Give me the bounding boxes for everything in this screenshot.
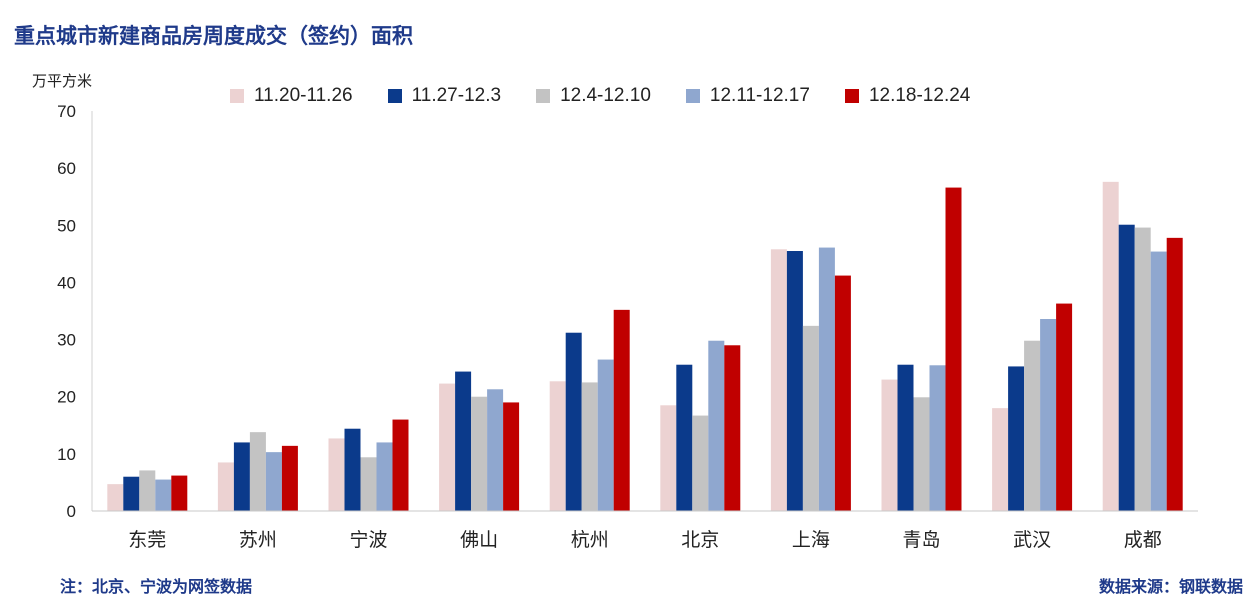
bar [328,438,345,511]
bar [692,415,709,511]
bar [1008,366,1025,511]
bar [834,275,851,511]
bar [217,462,234,511]
chart-legend: 11.20-11.26 11.27-12.3 12.4-12.10 12.11-12.… [230,84,1005,108]
bar [818,247,835,512]
legend-item: 12.11-12.17 [685,85,810,107]
bar [376,442,393,511]
legend-item: 12.18-12.24 [844,85,971,107]
x-tick-label: 杭州 [571,529,609,551]
y-tick-label: 20 [57,388,76,407]
bar [597,359,614,511]
y-tick-label: 40 [57,273,76,292]
bar [929,365,946,511]
bar [123,476,140,511]
bar [107,484,124,511]
data-source: 数据来源：钢联数据 [1098,577,1243,596]
bar [249,432,266,511]
y-axis-unit-label: 万平方米 [32,72,93,90]
bar [1166,237,1183,511]
bar [471,396,488,511]
bar [565,332,582,511]
y-tick-label: 70 [57,102,76,121]
bar [708,340,725,511]
footnote: 注：北京、宁波为网签数据 [60,577,253,596]
bar [549,381,566,511]
legend-swatch [536,89,551,103]
bar [1056,303,1073,511]
bar [945,187,962,512]
bar [881,379,898,511]
bar [613,309,630,511]
bar [897,364,914,511]
bar [1024,340,1041,511]
legend-item: 11.20-11.26 [230,85,353,107]
x-tick-label: 上海 [792,529,830,551]
bar [344,428,361,511]
legend-label: 12.11-12.17 [709,85,810,106]
y-tick-label: 60 [57,159,76,178]
bar [786,251,803,511]
bar [233,442,250,511]
bar [487,389,504,511]
x-tick-label: 苏州 [239,529,277,551]
bar [770,249,787,512]
legend-label: 12.4-12.10 [560,85,651,106]
x-tick-label: 佛山 [460,529,498,551]
bar [1150,251,1167,512]
bar [503,402,520,511]
y-tick-label: 30 [57,331,76,350]
bar [281,445,298,511]
bar [676,364,693,511]
x-tick-label: 成都 [1124,529,1162,551]
legend-swatch [685,89,700,103]
legend-item: 11.27-12.3 [387,85,502,107]
bar [581,382,598,511]
bar [139,470,156,511]
legend-swatch [844,89,859,103]
bar [392,419,409,511]
bar [802,325,819,511]
legend-label: 11.20-11.26 [254,85,353,106]
bar [265,452,282,511]
bar [913,397,930,511]
bar [1102,181,1119,511]
bar [360,457,377,511]
x-tick-label: 武汉 [1013,529,1051,551]
bar [1134,227,1151,512]
x-tick-label: 青岛 [902,529,940,551]
legend-item: 12.4-12.10 [536,85,651,107]
bar [724,345,741,511]
y-tick-label: 0 [67,502,76,521]
bar [992,408,1009,511]
bar [1040,319,1057,511]
y-tick-label: 10 [57,445,76,464]
bar [155,479,172,511]
legend-swatch [387,89,402,103]
legend-swatch [230,89,244,103]
legend-label: 12.18-12.24 [868,85,971,106]
x-tick-label: 北京 [681,529,719,551]
y-tick-label: 50 [57,216,76,235]
x-tick-label: 东莞 [128,529,166,551]
bar [439,383,456,511]
bar [171,475,188,511]
chart-title: 重点城市新建商品房周度成交（签约）面积 [14,23,413,48]
x-tick-label: 宁波 [349,529,387,551]
bar [455,371,472,511]
bar [1118,224,1135,511]
bar [660,405,677,511]
legend-label: 11.27-12.3 [411,85,502,106]
